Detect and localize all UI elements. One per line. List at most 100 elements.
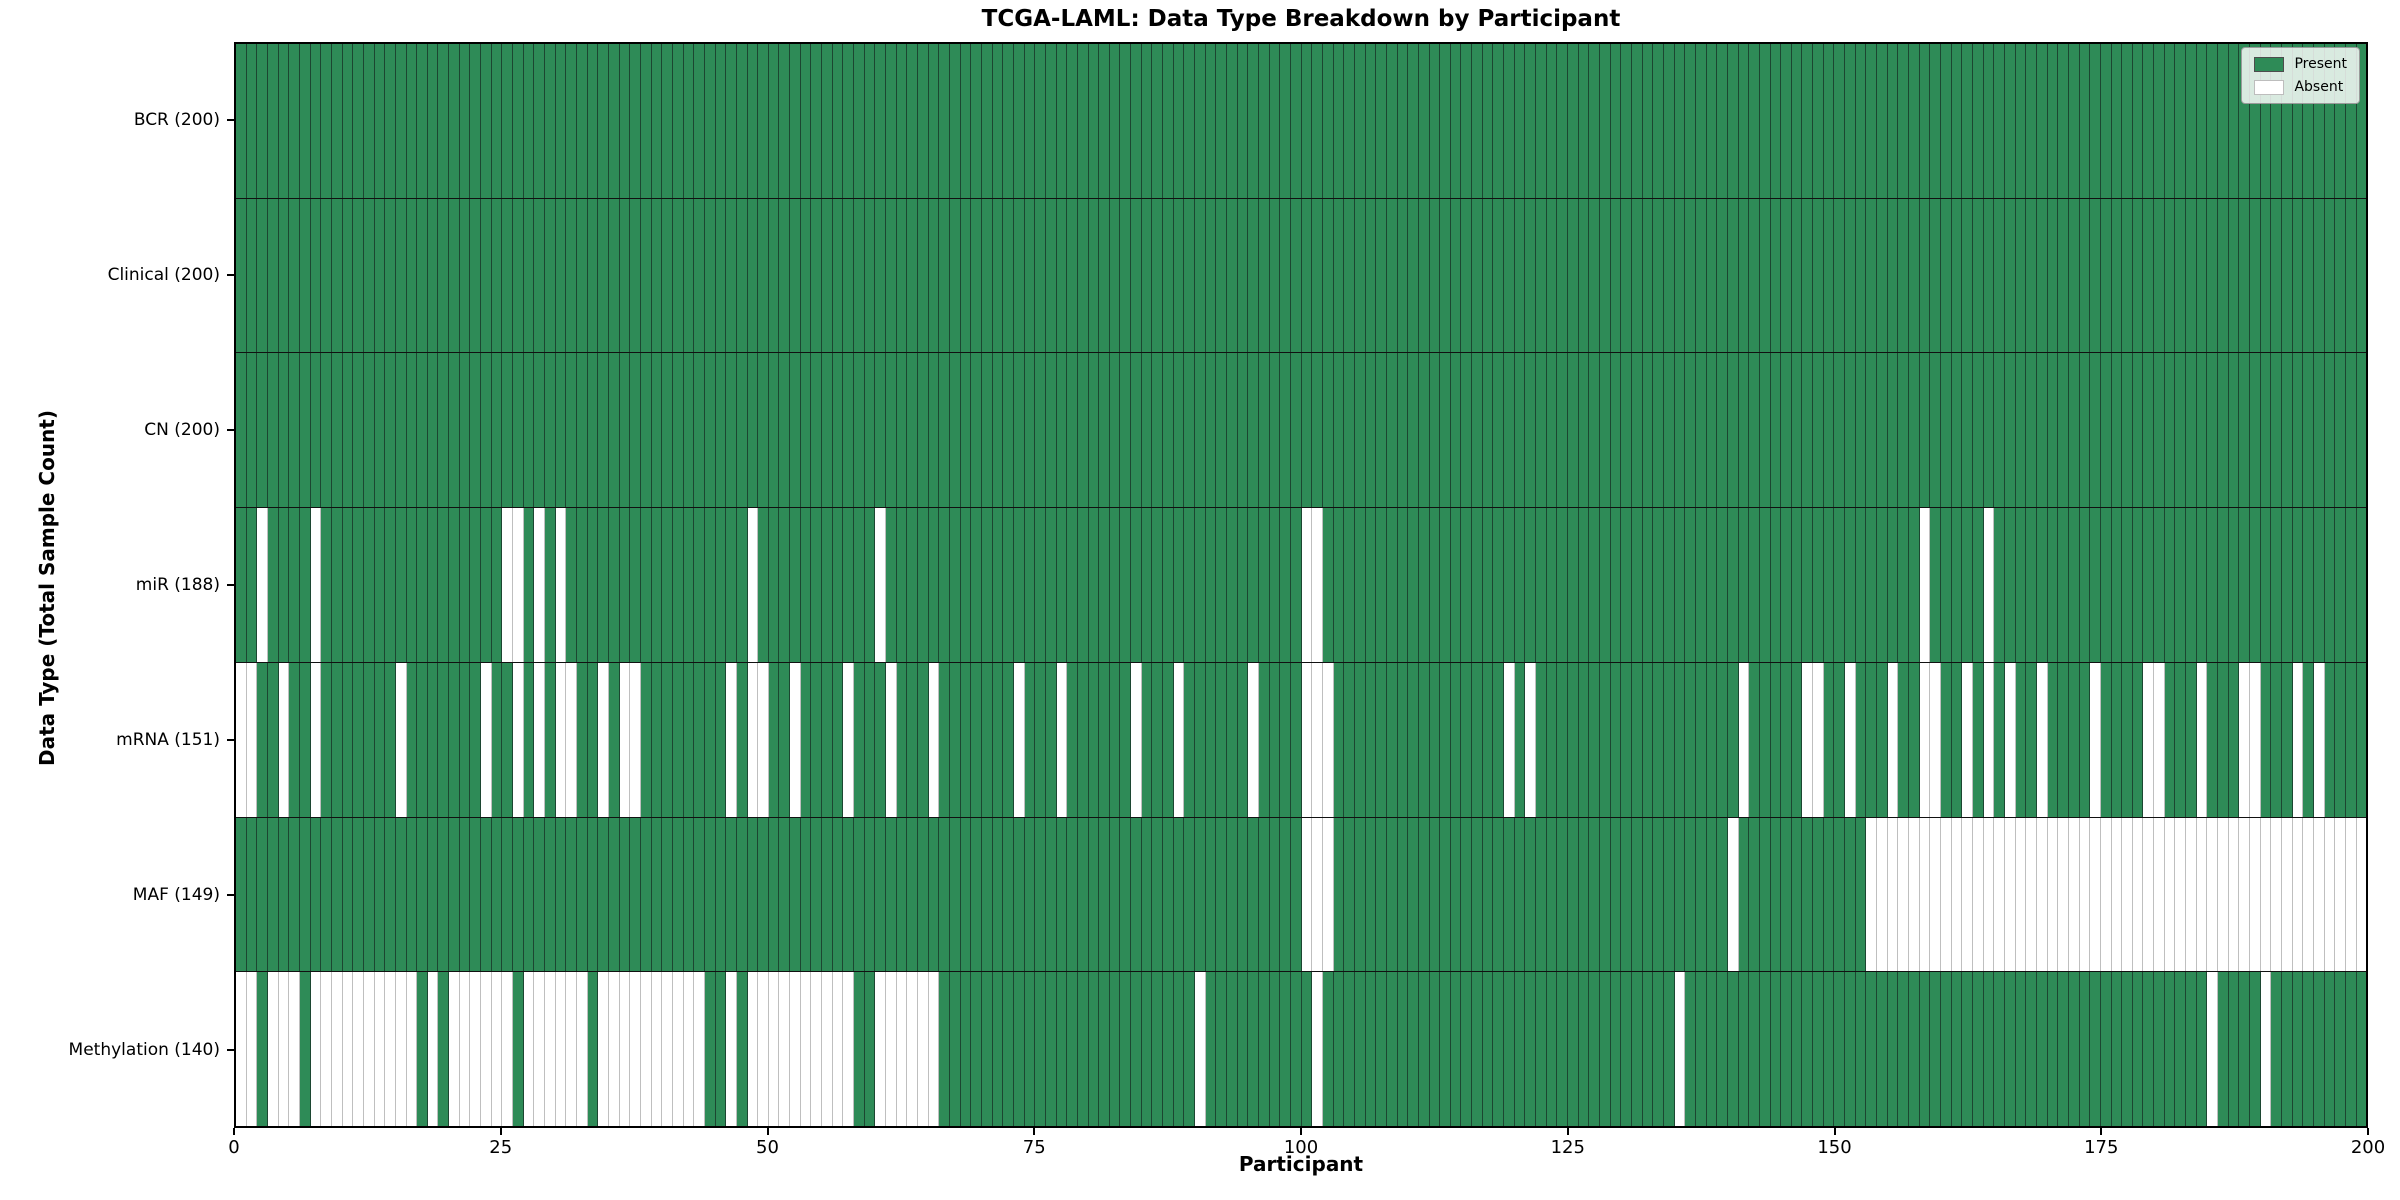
cell bbox=[1610, 44, 1622, 198]
cell bbox=[811, 44, 823, 198]
cell bbox=[1418, 508, 1430, 662]
cell bbox=[1578, 44, 1590, 198]
cell bbox=[481, 353, 492, 508]
cell bbox=[822, 353, 833, 508]
cell bbox=[1248, 972, 1259, 1127]
cell bbox=[1983, 508, 1995, 662]
cell bbox=[321, 662, 332, 817]
cell bbox=[1972, 44, 1984, 198]
cell bbox=[1770, 508, 1782, 662]
cell bbox=[1568, 817, 1579, 972]
cell bbox=[758, 198, 769, 353]
cell bbox=[1706, 972, 1718, 1127]
cell bbox=[299, 662, 311, 817]
cell bbox=[1472, 972, 1483, 1127]
cell bbox=[1600, 198, 1611, 353]
cell bbox=[523, 353, 535, 508]
cell bbox=[1141, 44, 1153, 198]
cell bbox=[1631, 198, 1643, 353]
cell bbox=[321, 508, 332, 662]
cell bbox=[1216, 198, 1228, 353]
cell bbox=[555, 44, 567, 198]
cell bbox=[502, 817, 514, 972]
cell bbox=[608, 44, 620, 198]
cell bbox=[1685, 508, 1696, 662]
cell bbox=[939, 972, 950, 1127]
cell bbox=[427, 198, 439, 353]
cell bbox=[1269, 662, 1281, 817]
cell bbox=[374, 353, 386, 508]
cell bbox=[2228, 198, 2240, 353]
cell bbox=[513, 353, 524, 508]
cell bbox=[1141, 508, 1153, 662]
cell bbox=[2239, 353, 2251, 508]
x-tick-mark bbox=[499, 1128, 502, 1135]
cell bbox=[608, 508, 620, 662]
cell bbox=[949, 817, 961, 972]
cell bbox=[267, 353, 279, 508]
cell bbox=[1482, 353, 1494, 508]
cell bbox=[1759, 972, 1771, 1127]
cell bbox=[555, 198, 567, 353]
cell bbox=[1493, 817, 1505, 972]
cell bbox=[1472, 662, 1483, 817]
heatmap-row-BCR bbox=[236, 44, 2367, 198]
cell bbox=[1056, 44, 1068, 198]
cell bbox=[470, 508, 482, 662]
cell bbox=[331, 353, 343, 508]
cell bbox=[2292, 44, 2304, 198]
cell bbox=[726, 972, 737, 1127]
cell bbox=[971, 817, 982, 972]
cell bbox=[1845, 44, 1856, 198]
cell bbox=[1983, 662, 1995, 817]
cell bbox=[1344, 508, 1355, 662]
cell bbox=[1109, 198, 1121, 353]
cell bbox=[2335, 662, 2346, 817]
cell bbox=[1898, 198, 1910, 353]
cell bbox=[2100, 508, 2112, 662]
cell bbox=[1600, 662, 1611, 817]
cell bbox=[1141, 972, 1153, 1127]
cell bbox=[2282, 972, 2293, 1127]
cell bbox=[363, 198, 375, 353]
cell bbox=[1845, 662, 1856, 817]
cell bbox=[1131, 44, 1142, 198]
cell bbox=[2047, 353, 2059, 508]
cell bbox=[1045, 817, 1057, 972]
cell bbox=[1909, 198, 1920, 353]
cell bbox=[1695, 353, 1707, 508]
cell bbox=[1482, 972, 1494, 1127]
cell bbox=[704, 353, 716, 508]
cell bbox=[2228, 662, 2240, 817]
cell bbox=[1237, 817, 1249, 972]
cell bbox=[704, 817, 716, 972]
cell bbox=[630, 972, 641, 1127]
cell bbox=[886, 817, 897, 972]
cell bbox=[651, 662, 663, 817]
cell bbox=[1248, 662, 1259, 817]
cell bbox=[1024, 508, 1036, 662]
cell bbox=[2175, 508, 2187, 662]
cell bbox=[1312, 198, 1323, 353]
cell bbox=[2068, 44, 2080, 198]
cell bbox=[491, 508, 503, 662]
cell bbox=[1109, 817, 1121, 972]
cell bbox=[1056, 662, 1068, 817]
cell bbox=[2004, 662, 2016, 817]
cell bbox=[1280, 662, 1291, 817]
cell bbox=[1674, 817, 1686, 972]
y-tick-mark bbox=[227, 894, 234, 897]
cell bbox=[896, 817, 908, 972]
cell bbox=[800, 817, 812, 972]
cell bbox=[715, 817, 727, 972]
cell bbox=[1248, 508, 1259, 662]
cell bbox=[1429, 353, 1441, 508]
cell bbox=[2026, 817, 2037, 972]
cell bbox=[843, 44, 855, 198]
cell bbox=[2282, 508, 2293, 662]
absent-swatch-icon bbox=[2254, 79, 2285, 95]
cell bbox=[1152, 662, 1164, 817]
cell bbox=[1195, 353, 1206, 508]
cell bbox=[971, 44, 982, 198]
